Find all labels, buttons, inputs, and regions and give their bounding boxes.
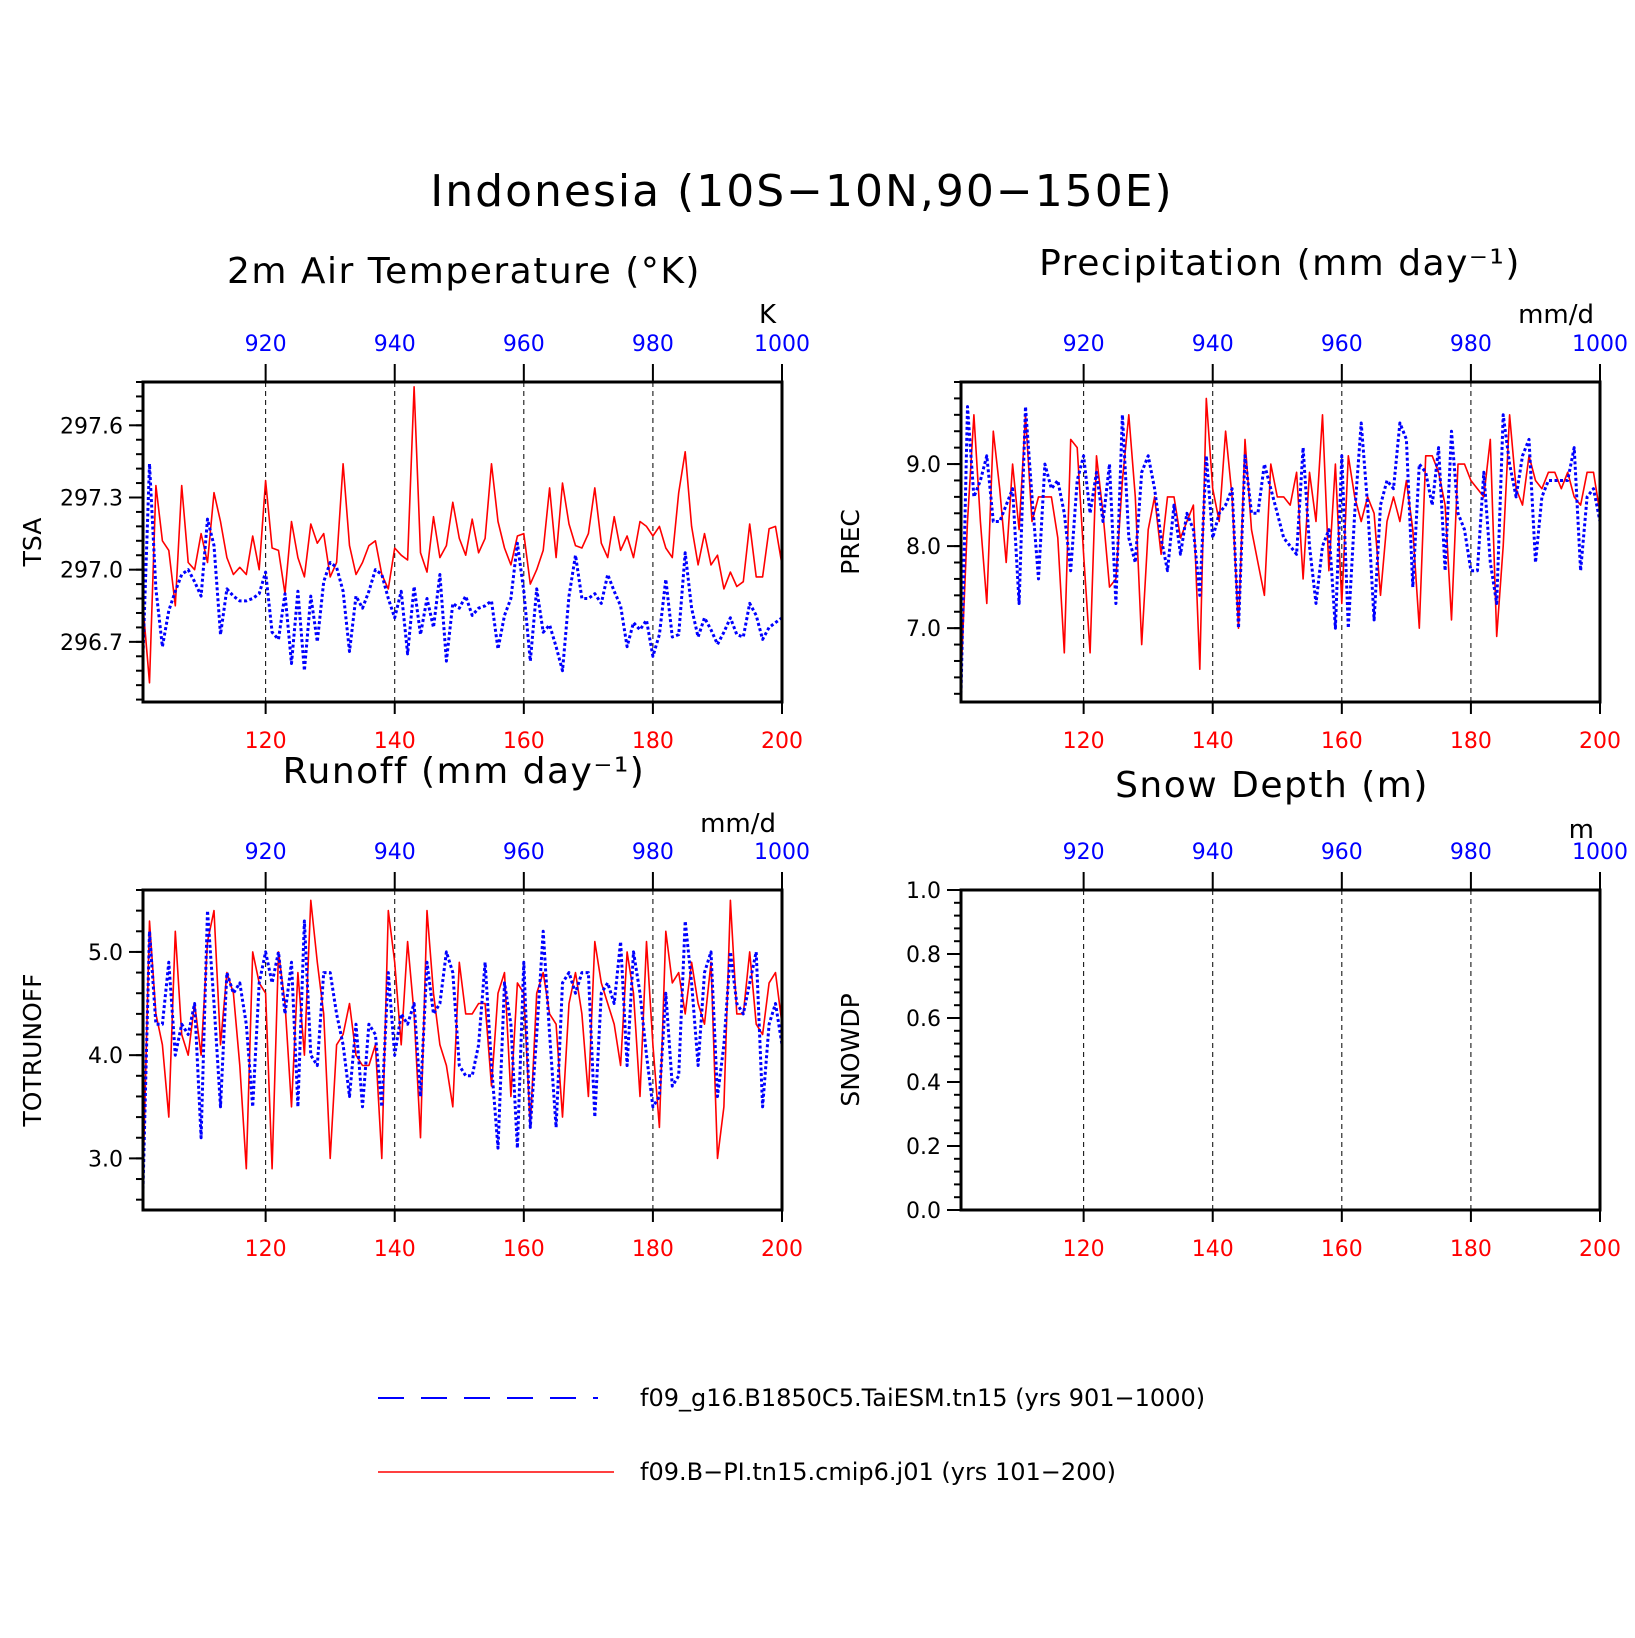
panel-snow-depth: Snow Depth (m) m SNOWDP 0.0 0.2 0.4 0.6 0.8 1.0 1… (836, 765, 1628, 1262)
y-tick-label: 0.0 (906, 1199, 941, 1224)
y-axis-label: SNOWDP (836, 993, 865, 1106)
y-tick-label: 5.0 (88, 941, 123, 966)
x-top-tick-label: 920 (1063, 332, 1105, 357)
x-top-tick-label: 960 (503, 840, 545, 865)
unit-label: K (759, 300, 777, 330)
y-tick-label: 0.8 (906, 943, 941, 968)
panel-runoff: Runoff (mm day⁻¹) mm/d TOTRUNOFF 3.0 4.0 5.0 1… (18, 751, 810, 1262)
x-bottom-tick-label: 180 (632, 729, 674, 754)
x-bottom-tick-label: 200 (1579, 729, 1621, 754)
x-bottom-tick-label: 140 (1192, 1237, 1234, 1262)
series-line-taiesm (959, 405, 1602, 694)
x-bottom-tick-label: 200 (761, 1237, 803, 1262)
x-top-tick-label: 1000 (1572, 840, 1628, 865)
x-top-tick-label: 940 (1192, 332, 1234, 357)
unit-label: mm/d (1518, 300, 1594, 330)
plot-frame (141, 888, 784, 1212)
x-top-tick-label: 920 (1063, 840, 1105, 865)
legend: f09_g16.B1850C5.TaiESM.tn15 (yrs 901−100… (378, 1384, 1205, 1486)
panel-title: Snow Depth (m) (1115, 765, 1429, 806)
series-line-taiesm (141, 909, 784, 1190)
x-bottom-tick-label: 160 (503, 1237, 545, 1262)
y-tick-label: 4.0 (88, 1044, 123, 1069)
series-line-cmip6 (960, 397, 1601, 678)
x-top-tick-label: 980 (632, 332, 674, 357)
y-tick-label: 0.2 (906, 1135, 941, 1160)
y-tick-label: 297.0 (60, 559, 123, 584)
x-bottom-tick-label: 180 (632, 1237, 674, 1262)
x-top-tick-label: 920 (245, 332, 287, 357)
panel-air-temperature: 2m Air Temperature (°K) K TSA 296.7 297.0 297… (18, 251, 810, 754)
series-line-cmip6 (142, 899, 783, 1180)
panel-title: 2m Air Temperature (°K) (227, 251, 701, 292)
x-bottom-tick-label: 160 (1321, 1237, 1363, 1262)
y-tick-label: 0.4 (906, 1071, 941, 1096)
x-bottom-tick-label: 120 (245, 1237, 287, 1262)
x-bottom-tick-label: 140 (374, 1237, 416, 1262)
x-top-tick-label: 960 (1321, 840, 1363, 865)
x-bottom-tick-label: 180 (1450, 1237, 1492, 1262)
x-top-tick-label: 960 (503, 332, 545, 357)
y-tick-label: 3.0 (88, 1147, 123, 1172)
y-tick-label: 7.0 (906, 617, 941, 642)
x-top-tick-label: 920 (245, 840, 287, 865)
x-bottom-tick-label: 120 (1063, 729, 1105, 754)
x-bottom-tick-label: 200 (761, 729, 803, 754)
y-tick-label: 296.7 (60, 631, 123, 656)
plot-frame (959, 380, 1602, 704)
panel-title: Precipitation (mm day⁻¹) (1039, 243, 1521, 284)
unit-label: mm/d (700, 809, 776, 839)
unit-label: m (1569, 815, 1594, 845)
x-top-tick-label: 980 (1450, 840, 1492, 865)
legend-label-cmip6: f09.B−PI.tn15.cmip6.j01 (yrs 101−200) (640, 1458, 1116, 1486)
x-top-tick-label: 940 (374, 840, 416, 865)
x-bottom-tick-label: 120 (245, 729, 287, 754)
y-axis-label: PREC (836, 509, 865, 575)
y-axis-label: TOTRUNOFF (18, 973, 47, 1127)
y-tick-label: 297.3 (60, 486, 123, 511)
x-bottom-tick-label: 160 (503, 729, 545, 754)
x-bottom-tick-label: 160 (1321, 729, 1363, 754)
y-tick-label: 1.0 (906, 879, 941, 904)
x-bottom-tick-label: 120 (1063, 1237, 1105, 1262)
x-top-tick-label: 960 (1321, 332, 1363, 357)
legend-label-taiesm: f09_g16.B1850C5.TaiESM.tn15 (yrs 901−100… (640, 1384, 1205, 1412)
y-tick-label: 297.6 (60, 414, 123, 439)
main-title: Indonesia (10S−10N,90−150E) (430, 166, 1173, 217)
y-tick-label: 8.0 (906, 535, 941, 560)
y-tick-label: 0.6 (906, 1007, 941, 1032)
panel-title: Runoff (mm day⁻¹) (283, 751, 646, 792)
x-top-tick-label: 980 (1450, 332, 1492, 357)
x-top-tick-label: 1000 (1572, 332, 1628, 357)
series-line-taiesm (141, 462, 783, 673)
x-bottom-tick-label: 140 (374, 729, 416, 754)
x-top-tick-label: 980 (632, 840, 674, 865)
x-top-tick-label: 1000 (754, 840, 810, 865)
series-line-cmip6 (142, 385, 783, 684)
x-top-tick-label: 940 (374, 332, 416, 357)
y-axis-label: TSA (18, 518, 47, 568)
x-top-tick-label: 1000 (754, 332, 810, 357)
panel-precipitation: Precipitation (mm day⁻¹) mm/d PREC 7.0 8.0 9.… (836, 243, 1628, 754)
y-tick-label: 9.0 (906, 453, 941, 478)
plot-frame (959, 888, 1602, 1212)
x-bottom-tick-label: 140 (1192, 729, 1234, 754)
plot-frame (141, 380, 784, 704)
x-bottom-tick-label: 180 (1450, 729, 1492, 754)
x-bottom-tick-label: 200 (1579, 1237, 1621, 1262)
x-top-tick-label: 940 (1192, 840, 1234, 865)
